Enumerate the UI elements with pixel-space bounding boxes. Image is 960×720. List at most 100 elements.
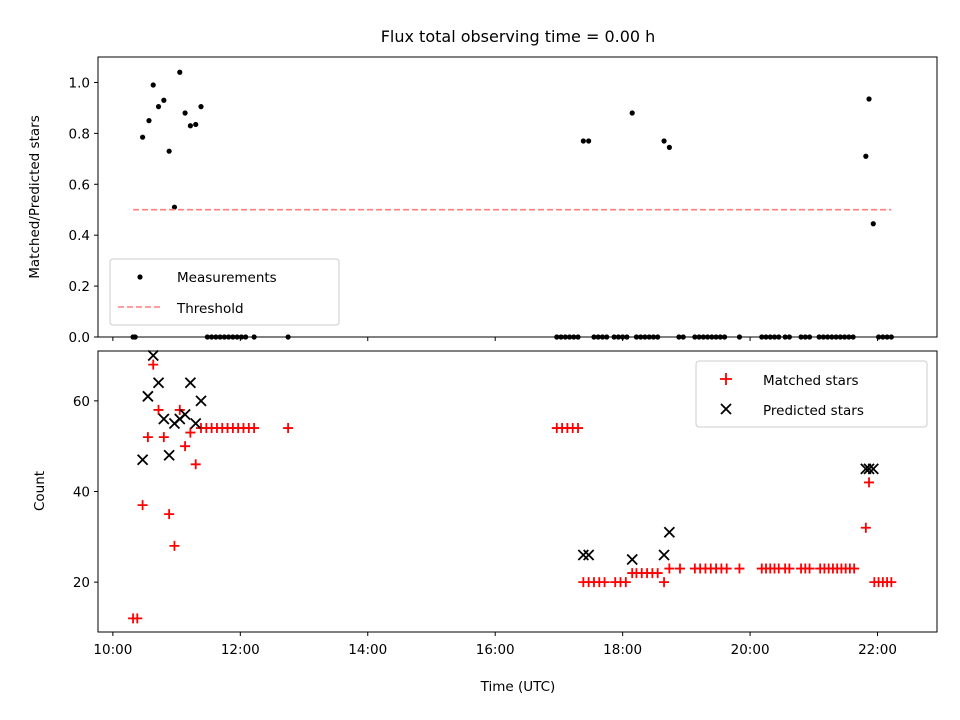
matched-stars-point (599, 577, 610, 588)
measurements-point (717, 334, 723, 340)
x-tick-label: 14:00 (348, 642, 387, 658)
predicted-stars-point (663, 526, 676, 538)
matched-stars-point (659, 577, 670, 588)
measurements-point (599, 334, 606, 340)
measurements-point (171, 204, 178, 210)
measurements-point (680, 334, 686, 340)
bottom-legend: Matched stars Predicted stars (695, 360, 928, 428)
legend-label-measurements: Measurements (177, 270, 277, 286)
matched-stars-point (652, 568, 663, 579)
top-y-axis: 0.0 0.2 0.4 0.6 0.8 1.0 (69, 75, 98, 346)
measurements-point (866, 96, 872, 102)
measurements-point (661, 138, 667, 144)
measurements-point (833, 334, 839, 340)
bottom-y-axis-label: Count (32, 471, 48, 511)
measurements-point (140, 134, 146, 140)
measurements-point (554, 334, 560, 340)
top-plot-frame (97, 56, 938, 338)
x-tick-label: 12:00 (221, 642, 260, 658)
y-tick-label: 0.6 (69, 177, 90, 193)
top-legend: Measurements Threshold (109, 258, 340, 326)
matched-stars-point (185, 427, 196, 438)
measurements-point (863, 153, 869, 159)
measurements-point (611, 334, 617, 340)
measurements-point (624, 334, 630, 340)
measurements-point (692, 334, 698, 340)
measurements-point (150, 82, 156, 88)
matched-stars-point (860, 522, 871, 533)
matched-stars-point (734, 563, 745, 574)
measurements-point (771, 334, 778, 340)
measurements-point (193, 121, 199, 128)
y-tick-label: 0.4 (69, 228, 90, 244)
measurements-point (591, 334, 597, 340)
bottom-panel: 20 40 60 10:00 12:00 14:00 16:00 18:00 20:00 22:… (32, 349, 938, 695)
measurements-point (562, 334, 568, 340)
predicted-stars-point (147, 349, 159, 362)
measurements-point (204, 334, 210, 340)
measurements-point (604, 334, 610, 340)
measurements-point (713, 334, 719, 340)
matched-stars-point (148, 359, 159, 370)
matched-stars-point (721, 563, 732, 574)
measurements-point (798, 334, 804, 340)
measurements-point (182, 110, 188, 116)
measurements-point (586, 138, 592, 144)
predicted-stars-point (142, 390, 154, 402)
measurements-point (786, 334, 792, 340)
measurements-point (558, 334, 564, 340)
measurements-point (638, 334, 644, 340)
top-y-axis-label: Matched/Predicted stars (27, 115, 43, 278)
measurements-point (842, 334, 848, 340)
measurements-point (251, 334, 257, 340)
x-tick-label: 16:00 (476, 642, 515, 658)
measurements-point (217, 334, 223, 340)
measurements-point (759, 334, 765, 340)
matched-stars-point (573, 423, 584, 434)
legend-marker-measurements (137, 274, 143, 280)
matched-stars-point (664, 563, 675, 574)
matched-stars-point (620, 577, 631, 588)
matched-stars-point (864, 477, 875, 488)
measurements-point (700, 334, 706, 340)
matched-stars-point (804, 563, 815, 574)
measurements-point (655, 334, 661, 340)
measurements-point (633, 334, 640, 340)
legend-label-predicted-stars: Predicted stars (763, 403, 864, 419)
x-tick-label: 20:00 (731, 642, 770, 658)
predicted-stars-point (583, 549, 595, 561)
measurements-point (816, 334, 822, 340)
matched-stars-point (142, 432, 153, 443)
measurements-point (676, 334, 682, 340)
top-panel: 0.0 0.2 0.4 0.6 0.8 1.0 Matched/Predicted sta… (27, 56, 938, 346)
bottom-x-axis: 10:00 12:00 14:00 16:00 18:00 20:00 22:00 (93, 632, 897, 658)
matched-stars-point (132, 613, 143, 624)
predicted-stars-point (867, 463, 879, 475)
measurements-point (696, 334, 702, 340)
matched-stars-point (674, 563, 685, 574)
measurements-point (846, 334, 852, 340)
matched-stars-point (153, 404, 164, 415)
measurements-point (234, 334, 240, 340)
matched-stars-point (137, 500, 148, 511)
bottom-y-axis: 20 40 60 (73, 394, 98, 591)
y-tick-label: 0.8 (69, 126, 90, 142)
measurements-point (802, 334, 808, 340)
matched-stars-point (886, 577, 897, 588)
predicted-stars-point (658, 549, 670, 561)
measurements-point (806, 334, 813, 340)
top-series (130, 69, 894, 340)
measurements-point (166, 148, 172, 154)
measurements-point (615, 334, 621, 340)
y-tick-label: 0.2 (69, 279, 90, 295)
x-tick-label: 18:00 (603, 642, 642, 658)
measurements-point (226, 334, 232, 340)
predicted-stars-point (184, 377, 197, 389)
measurements-point (825, 334, 831, 340)
measurements-point (209, 334, 215, 340)
measurements-point (595, 334, 601, 340)
measurements-point (629, 110, 635, 116)
matched-stars-point (190, 459, 201, 470)
legend-label-threshold: Threshold (176, 301, 244, 317)
